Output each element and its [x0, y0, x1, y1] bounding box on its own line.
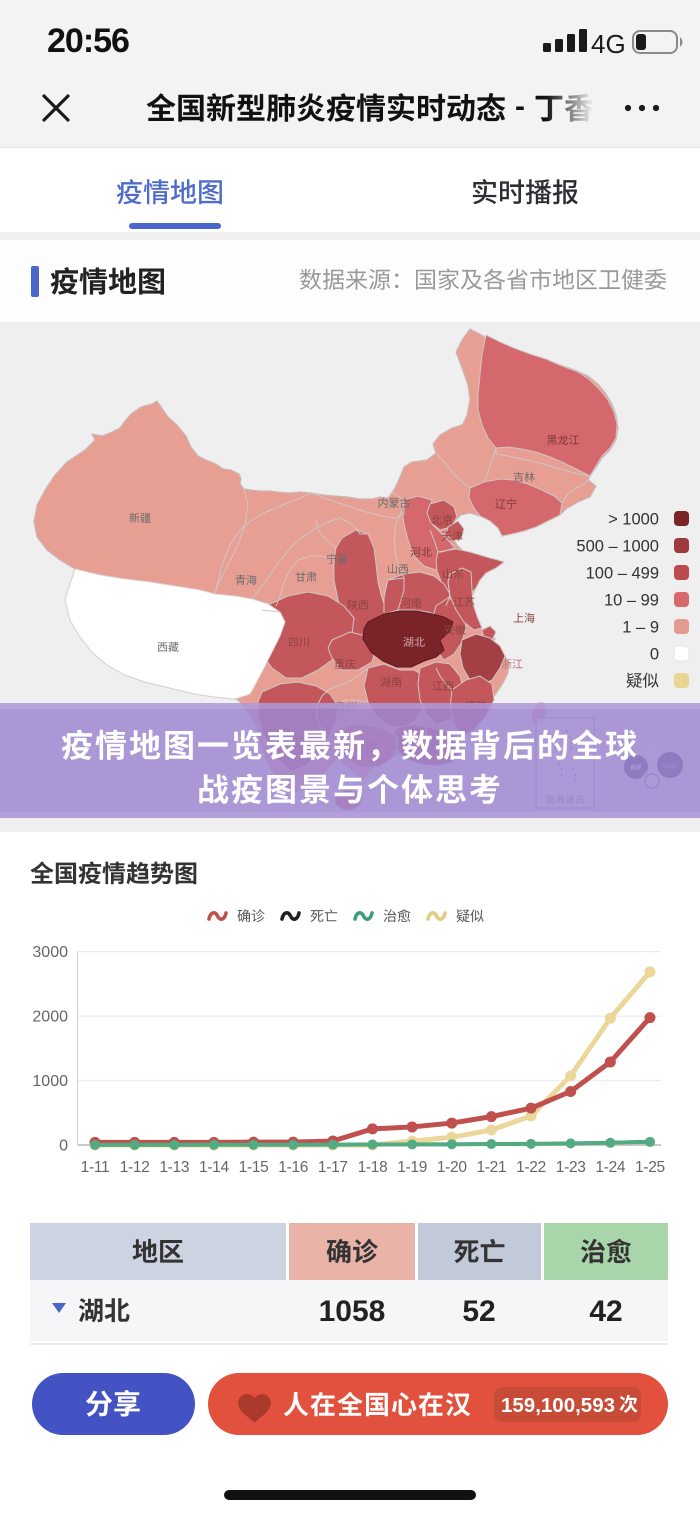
svg-text:1-22: 1-22 [516, 1159, 546, 1176]
svg-text:52: 52 [462, 1295, 495, 1328]
svg-text:1-20: 1-20 [437, 1159, 468, 1176]
svg-text:1000: 1000 [32, 1073, 68, 1090]
svg-text:1-19: 1-19 [397, 1159, 427, 1176]
svg-text:-: - [515, 90, 525, 123]
svg-text:1-25: 1-25 [635, 1159, 665, 1176]
svg-text:1-11: 1-11 [81, 1159, 110, 1176]
svg-text:159,100,593: 159,100,593 [501, 1394, 615, 1417]
svg-text:0: 0 [59, 1138, 68, 1155]
svg-text:1-23: 1-23 [556, 1159, 586, 1176]
svg-text:100 – 499: 100 – 499 [586, 565, 659, 583]
svg-text:500 – 1000: 500 – 1000 [576, 538, 659, 556]
svg-text:3000: 3000 [32, 944, 68, 961]
svg-text:1-12: 1-12 [120, 1159, 150, 1176]
svg-text:1-17: 1-17 [318, 1159, 348, 1176]
svg-text:1-21: 1-21 [476, 1159, 506, 1176]
svg-text:20:56: 20:56 [47, 22, 129, 60]
svg-text:1 – 9: 1 – 9 [622, 619, 659, 637]
svg-text:1-15: 1-15 [239, 1159, 269, 1176]
svg-text:1-13: 1-13 [159, 1159, 189, 1176]
svg-text:10 – 99: 10 – 99 [604, 592, 659, 610]
svg-text:0: 0 [650, 646, 659, 664]
svg-text:1-14: 1-14 [199, 1159, 230, 1176]
svg-text:42: 42 [589, 1295, 622, 1328]
svg-text:> 1000: > 1000 [608, 511, 659, 529]
svg-text:1-16: 1-16 [278, 1159, 308, 1176]
svg-text:1-18: 1-18 [358, 1159, 388, 1176]
svg-text:4G: 4G [591, 29, 626, 59]
svg-text:1-24: 1-24 [595, 1159, 626, 1176]
svg-text:2000: 2000 [32, 1009, 68, 1026]
svg-text:1058: 1058 [319, 1295, 386, 1328]
